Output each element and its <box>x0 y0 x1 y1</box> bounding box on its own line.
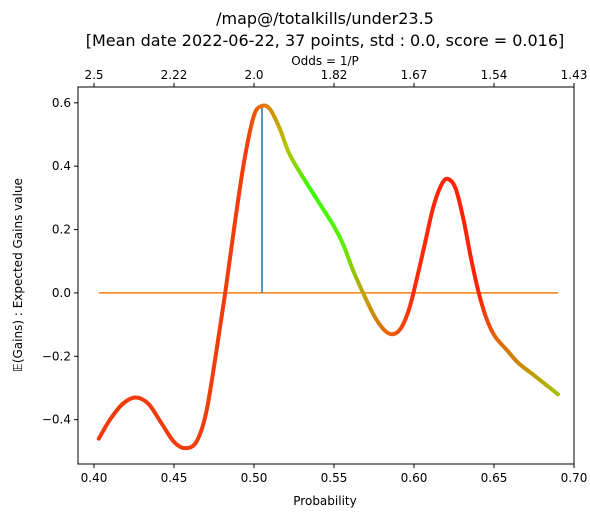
x-tick-label: 0.70 <box>561 471 588 485</box>
top-tick-label: 2.0 <box>244 68 263 82</box>
x-tick-label: 0.50 <box>241 471 268 485</box>
top-tick-label: 2.22 <box>161 68 188 82</box>
y-tick-label: −0.4 <box>42 413 71 427</box>
chart-title-line2: [Mean date 2022-06-22, 37 points, std : … <box>86 31 565 50</box>
x-tick-label: 0.55 <box>321 471 348 485</box>
plot-frame <box>77 86 575 465</box>
x-tick-label: 0.65 <box>481 471 508 485</box>
expected-gains-curve <box>96 103 560 451</box>
x-tick-label: 0.45 <box>161 471 188 485</box>
top-tick-label: 1.54 <box>481 68 508 82</box>
chart-title-line1: /map@/totalkills/under23.5 <box>216 9 434 28</box>
top-tick-label: 1.82 <box>321 68 348 82</box>
top-axis-ticks: 2.5 2.22 2.0 1.82 1.67 1.54 1.43 <box>84 68 587 87</box>
x-axis-label: Probability <box>293 494 356 508</box>
x-tick-label: 0.40 <box>81 471 108 485</box>
x-axis-ticks: 0.40 0.45 0.50 0.55 0.60 0.65 0.70 <box>81 464 588 485</box>
x-tick-label: 0.60 <box>401 471 428 485</box>
top-tick-label: 2.5 <box>84 68 103 82</box>
y-tick-label: 0.6 <box>52 96 71 110</box>
top-axis-label: Odds = 1/P <box>291 54 359 68</box>
y-axis-label: 𝔼(Gains) : Expected Gains value <box>11 178 25 372</box>
top-tick-label: 1.67 <box>401 68 428 82</box>
y-tick-label: 0.0 <box>52 286 71 300</box>
y-tick-label: 0.2 <box>52 223 71 237</box>
y-tick-label: −0.2 <box>42 349 71 363</box>
y-axis-ticks: −0.4 −0.2 0.0 0.2 0.4 0.6 <box>42 96 78 427</box>
plot-area <box>96 103 560 451</box>
y-tick-label: 0.4 <box>52 159 71 173</box>
top-tick-label: 1.43 <box>561 68 588 82</box>
